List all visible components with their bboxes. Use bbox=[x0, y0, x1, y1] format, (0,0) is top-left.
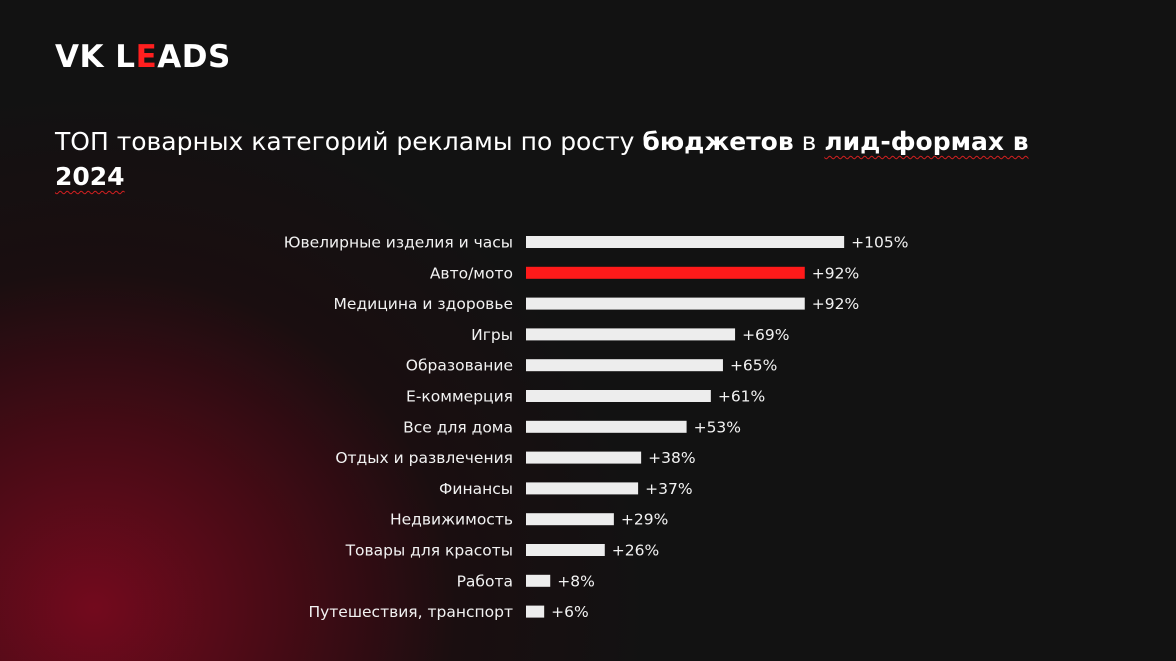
value-label-12: +6% bbox=[551, 603, 589, 621]
value-label-6: +53% bbox=[694, 418, 741, 436]
category-label-12: Путешествия, транспорт bbox=[308, 603, 513, 621]
bar-2 bbox=[526, 297, 805, 310]
category-label-2: Медицина и здоровье bbox=[334, 295, 513, 313]
value-label-1: +92% bbox=[812, 264, 859, 282]
category-label-5: Е-коммерция bbox=[406, 388, 513, 406]
value-label-3: +69% bbox=[742, 326, 789, 344]
category-label-3: Игры bbox=[471, 326, 513, 344]
bar-10 bbox=[526, 544, 605, 556]
category-label-1: Авто/мото bbox=[430, 264, 513, 282]
bar-5 bbox=[526, 390, 711, 402]
bar-1 bbox=[526, 266, 805, 279]
bar-3 bbox=[526, 328, 736, 341]
vk-leads-logo: VK LEADS bbox=[55, 39, 231, 75]
bar-0 bbox=[526, 236, 845, 248]
value-label-2: +92% bbox=[812, 295, 859, 313]
category-label-8: Финансы bbox=[439, 480, 513, 498]
value-label-0: +105% bbox=[851, 234, 908, 252]
bar-11 bbox=[526, 574, 551, 587]
category-label-0: Ювелирные изделия и часы bbox=[284, 234, 513, 252]
category-label-9: Недвижимость bbox=[390, 511, 513, 529]
bar-6 bbox=[526, 420, 687, 433]
bar-12 bbox=[526, 605, 545, 618]
category-label-7: Отдых и развлечения bbox=[335, 449, 513, 467]
page-title: ТОП товарных категорий рекламы по росту … bbox=[55, 127, 1029, 191]
value-label-4: +65% bbox=[730, 357, 777, 375]
category-label-6: Все для дома bbox=[403, 418, 513, 436]
category-label-10: Товары для красоты bbox=[345, 542, 513, 560]
value-label-8: +37% bbox=[645, 480, 692, 498]
value-label-7: +38% bbox=[648, 449, 695, 467]
bar-7 bbox=[526, 451, 642, 464]
value-label-5: +61% bbox=[718, 388, 765, 406]
category-label-4: Образование bbox=[406, 357, 513, 375]
bar-9 bbox=[526, 513, 614, 526]
value-label-11: +8% bbox=[557, 572, 595, 590]
bar-4 bbox=[526, 359, 723, 372]
value-label-9: +29% bbox=[621, 511, 668, 529]
value-label-10: +26% bbox=[612, 542, 659, 560]
category-label-11: Работа bbox=[457, 572, 513, 590]
bar-8 bbox=[526, 482, 639, 495]
